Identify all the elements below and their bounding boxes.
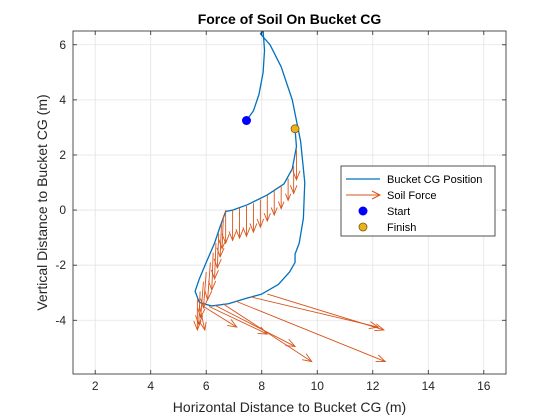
soil-force-arrow — [263, 194, 271, 223]
soil-force-arrow — [214, 304, 297, 348]
x-axis-label: Horizontal Distance to Bucket CG (m) — [173, 399, 406, 415]
y-tick-label: -4 — [55, 313, 66, 327]
soil-force-arrow — [222, 303, 313, 363]
soil-force-arrow — [289, 165, 298, 195]
soil-force-arrow — [267, 293, 386, 332]
soil-force-arrow — [242, 205, 251, 238]
y-tick-label: 0 — [59, 203, 66, 217]
x-tick-label: 16 — [477, 379, 491, 393]
plot-area — [193, 31, 387, 363]
soil-force-arrow — [235, 300, 387, 363]
y-tick-label: 2 — [59, 148, 66, 162]
soil-force-arrow — [228, 210, 237, 242]
x-tick-label: 2 — [92, 379, 99, 393]
legend-label-force: Soil Force — [387, 190, 437, 202]
soil-force-arrow — [285, 178, 292, 202]
y-axis-label: Vertical Distance to Bucket CG (m) — [34, 94, 50, 310]
y-tick-label: 6 — [59, 38, 66, 52]
soil-force-arrow — [193, 299, 202, 332]
start-marker — [241, 116, 251, 126]
y-tick-label: 4 — [59, 93, 66, 107]
legend-swatch-finish — [358, 222, 368, 232]
soil-force-arrow — [270, 190, 278, 217]
soil-force-arrow — [249, 203, 258, 234]
bucket-cg-position-line — [194, 31, 306, 307]
legend-swatch-start — [358, 206, 368, 216]
axes-box — [72, 30, 507, 375]
soil-force-arrow — [203, 306, 238, 328]
legend-label-path: Bucket CG Position — [387, 174, 482, 186]
ticks: 2 4 6 8 10 12 14 16 -4 -2 0 2 4 6 — [55, 31, 506, 393]
x-tick-label: 10 — [311, 379, 325, 393]
legend-label-start: Start — [387, 206, 410, 218]
soil-force-arrow — [292, 149, 301, 181]
soil-force-arrow — [235, 207, 244, 240]
soil-force-arrow — [218, 215, 227, 250]
finish-marker — [290, 124, 300, 134]
legend: Bucket CG Position Soil Force Start Fini… — [340, 165, 496, 237]
soil-force-arrow — [221, 210, 230, 245]
x-tick-label: 14 — [422, 379, 436, 393]
y-tick-label: -2 — [55, 258, 66, 272]
soil-force-arrow — [198, 305, 207, 332]
x-tick-label: 6 — [203, 379, 210, 393]
soil-force-arrow — [277, 185, 285, 210]
soil-force-arrow — [256, 199, 265, 229]
legend-swatch-force-head — [371, 190, 382, 200]
x-tick-label: 4 — [147, 379, 154, 393]
legend-box — [340, 165, 496, 237]
soil-force-arrow — [195, 291, 204, 326]
chart-title: Force of Soil On Bucket CG — [198, 11, 382, 27]
soil-force-arrow — [208, 252, 217, 292]
legend-label-finish: Finish — [387, 222, 416, 234]
x-tick-label: 12 — [366, 379, 380, 393]
x-tick-label: 8 — [258, 379, 265, 393]
